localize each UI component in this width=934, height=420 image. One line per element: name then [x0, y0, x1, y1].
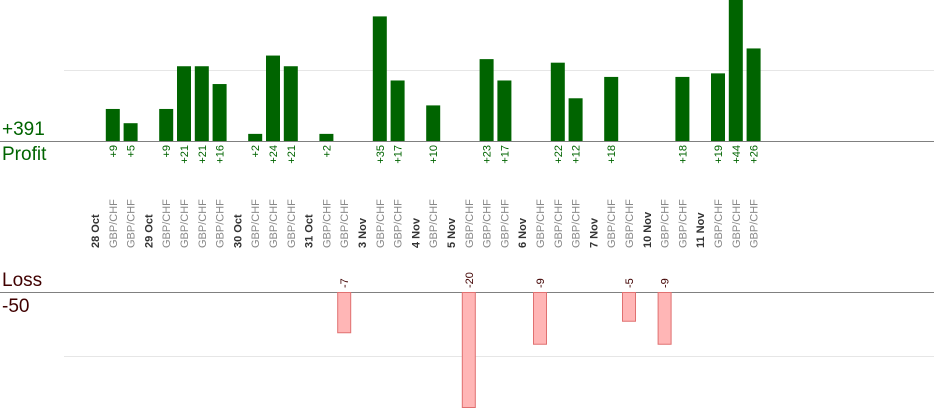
loss-label: Loss	[2, 270, 43, 291]
profit-value-label: +5	[126, 145, 138, 158]
profit-bar	[746, 48, 761, 141]
profit-bar	[123, 123, 138, 141]
profit-label: Profit	[2, 144, 47, 165]
trade-pair-label: GBP/CHF	[499, 199, 511, 248]
profit-value-label: +21	[286, 145, 298, 164]
profit-value-label: +2	[250, 145, 262, 158]
profit-bar	[159, 108, 174, 141]
trade-pair-label: GBP/CHF	[197, 199, 209, 248]
trade-pair-label: GBP/CHF	[553, 199, 565, 248]
day-label: 5 Nov	[446, 217, 458, 248]
day-label: 10 Nov	[642, 211, 654, 248]
day-label: 4 Nov	[410, 217, 422, 248]
profit-value-label: +9	[161, 145, 173, 158]
profit-bar	[711, 73, 725, 141]
profit-value-label: +9	[108, 145, 120, 158]
profit-value-label: +12	[571, 145, 583, 164]
profit-value-label: +24	[268, 145, 280, 164]
profit-bar	[248, 133, 263, 141]
profit-bar	[177, 66, 191, 141]
trade-pair-label: GBP/CHF	[286, 199, 298, 248]
trade-pair-label: GBP/CHF	[571, 199, 583, 248]
profit-bar	[568, 98, 583, 141]
profit-value-label: +35	[375, 145, 387, 164]
profit-bar	[675, 76, 690, 141]
trade-pair-label: GBP/CHF	[215, 199, 227, 248]
day-label: 31 Oct	[304, 214, 316, 248]
trade-pair-label: GBP/CHF	[677, 199, 689, 248]
profit-value-label: +18	[606, 145, 618, 164]
loss-total: -50	[2, 296, 30, 317]
trade-pair-label: GBP/CHF	[375, 199, 387, 248]
trade-pair-label: GBP/CHF	[108, 199, 120, 248]
trade-pair-label: GBP/CHF	[250, 199, 262, 248]
profit-bar	[497, 80, 512, 141]
profit-value-label: +18	[677, 145, 689, 164]
loss-bar	[337, 292, 352, 334]
trade-pair-label: GBP/CHF	[393, 199, 405, 248]
profit-value-label: +44	[731, 145, 743, 164]
day-label: 6 Nov	[517, 217, 529, 248]
trade-pair-label: GBP/CHF	[126, 199, 138, 248]
trade-pair-label: GBP/CHF	[731, 199, 743, 248]
profit-bar	[604, 76, 619, 141]
loss-bar	[461, 292, 476, 408]
trade-pair-label: GBP/CHF	[179, 199, 191, 248]
profit-value-label: +17	[393, 145, 405, 164]
profit-bar	[319, 133, 334, 141]
trade-pair-label: GBP/CHF	[660, 199, 672, 248]
profit-bar	[479, 59, 494, 142]
day-label: 29 Oct	[143, 214, 155, 248]
profit-bar	[194, 66, 209, 141]
profit-value-label: +23	[482, 145, 494, 164]
trade-pair-label: GBP/CHF	[535, 199, 547, 248]
profit-value-label: +19	[713, 145, 725, 164]
loss-value-label: -20	[464, 272, 476, 288]
day-label: 30 Oct	[232, 214, 244, 248]
profit-value-label: +10	[428, 145, 440, 164]
profit-value-label: +26	[749, 145, 761, 164]
profit-bar	[283, 66, 298, 141]
loss-value-label: -7	[339, 278, 351, 288]
profit-bar	[105, 108, 120, 141]
profit-value-label: +21	[197, 145, 209, 164]
trade-pair-label: GBP/CHF	[482, 199, 494, 248]
profit-bar	[266, 55, 280, 142]
profit-value-label: +16	[215, 145, 227, 164]
loss-value-label: -9	[660, 278, 672, 288]
day-label: 11 Nov	[695, 212, 707, 248]
profit-value-label: +17	[499, 145, 511, 164]
loss-value-label: -9	[535, 278, 547, 288]
profit-bar	[372, 16, 387, 141]
profit-value-label: +21	[179, 145, 191, 164]
profit-bar	[426, 105, 441, 141]
profit-value-label: +2	[321, 145, 333, 158]
profit-total: +391	[2, 119, 45, 140]
trade-pair-label: GBP/CHF	[749, 199, 761, 248]
loss-value-label: -5	[624, 278, 636, 288]
loss-bar	[657, 292, 672, 345]
trade-pair-label: GBP/CHF	[624, 199, 636, 248]
trade-pair-label: GBP/CHF	[339, 199, 351, 248]
day-label: 3 Nov	[357, 217, 369, 248]
trade-pair-label: GBP/CHF	[713, 199, 725, 248]
trade-pair-label: GBP/CHF	[321, 199, 333, 248]
profit-value-label: +22	[553, 145, 565, 164]
day-label: 28 Oct	[90, 214, 102, 248]
profit-bar	[212, 84, 227, 141]
loss-bar	[622, 292, 636, 322]
trade-pair-label: GBP/CHF	[428, 199, 440, 248]
loss-bar	[533, 292, 547, 345]
profit-bar	[728, 0, 743, 141]
trade-pair-label: GBP/CHF	[268, 199, 280, 248]
day-label: 7 Nov	[588, 217, 600, 248]
trade-pair-label: GBP/CHF	[161, 199, 173, 248]
profit-bar	[550, 62, 565, 141]
trade-pair-label: GBP/CHF	[464, 199, 476, 248]
profit-bar	[390, 80, 405, 141]
trade-pair-label: GBP/CHF	[606, 199, 618, 248]
